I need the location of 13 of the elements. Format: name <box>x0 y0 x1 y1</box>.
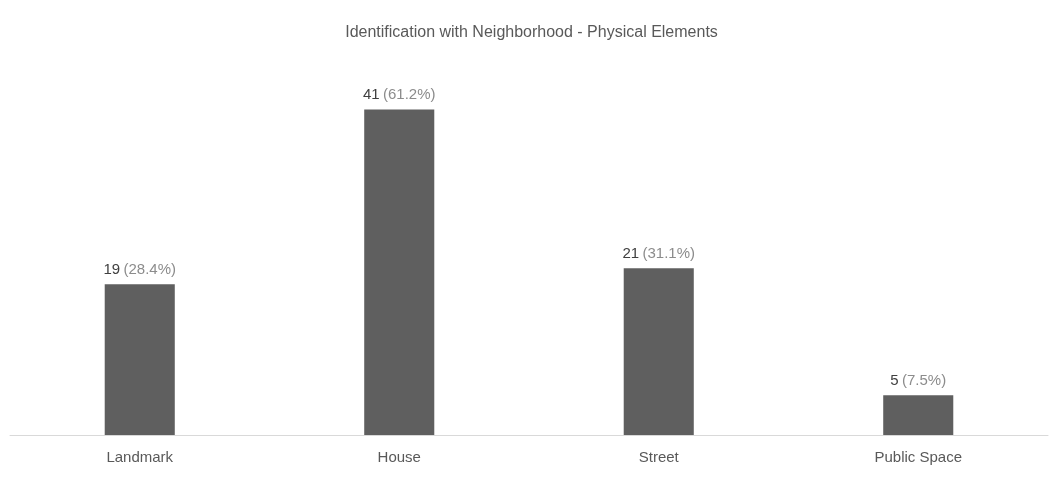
bar <box>364 109 435 435</box>
bar <box>104 284 175 435</box>
data-label: 41 (61.2%) <box>362 85 436 103</box>
x-tick-label: Street <box>638 448 680 465</box>
bar <box>623 268 694 435</box>
chart-title: Identification with Neighborhood - Physical Elements <box>345 22 718 40</box>
data-label: 21 (31.1%) <box>622 244 696 262</box>
bar <box>883 395 954 435</box>
x-tick-label: Landmark <box>106 448 174 465</box>
x-tick-label: Public Space <box>874 448 963 465</box>
x-tick-label: House <box>377 448 421 465</box>
data-label: 5 (7.5%) <box>890 371 947 389</box>
data-label: 19 (28.4%) <box>103 260 177 278</box>
